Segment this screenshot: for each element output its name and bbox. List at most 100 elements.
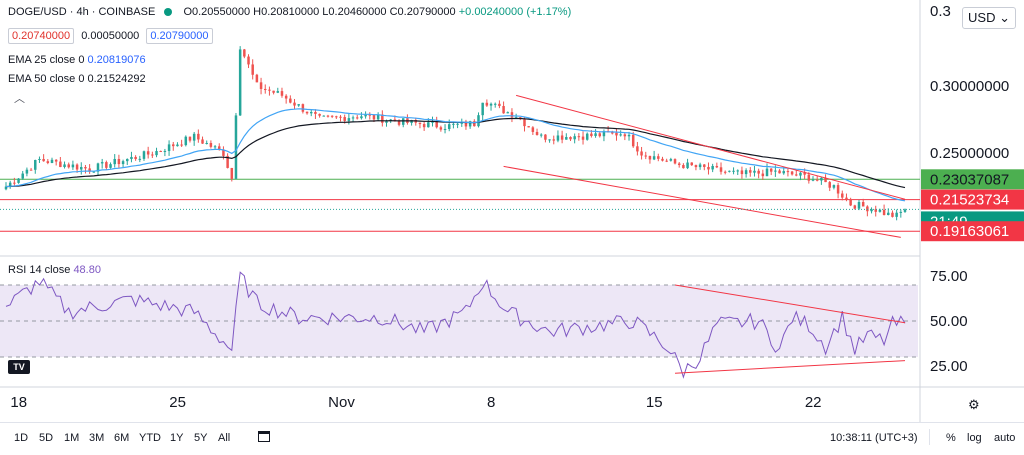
range-5d[interactable]: 5D	[39, 432, 54, 444]
candle-body	[464, 121, 468, 127]
candle-body	[46, 161, 50, 163]
candle-body	[887, 212, 890, 216]
candle-body	[548, 139, 551, 141]
candle-body	[815, 179, 819, 181]
candle-body	[811, 179, 815, 181]
candle-body	[577, 136, 581, 138]
range-1d[interactable]: 1D	[14, 432, 29, 444]
candle-body	[130, 156, 133, 160]
range-all[interactable]: All	[218, 432, 231, 444]
candle-body	[113, 158, 116, 165]
range-3m[interactable]: 3M	[89, 432, 105, 444]
candle-body	[694, 165, 698, 168]
candle-body	[355, 117, 359, 119]
candle-body	[172, 144, 175, 147]
range-5y[interactable]: 5Y	[194, 432, 208, 444]
candle-body	[251, 64, 254, 75]
candle-body	[866, 206, 869, 212]
candle-body	[861, 202, 865, 207]
candle-body	[874, 209, 877, 212]
candle-body	[401, 118, 405, 125]
candle-body	[289, 98, 292, 103]
candle-body	[381, 114, 384, 123]
candle-body	[339, 116, 342, 118]
clock-time[interactable]: 10:38:11 (UTC+3)	[830, 432, 918, 444]
time-tick-label: 8	[487, 394, 495, 411]
time-tick-label: 18	[10, 394, 27, 411]
candle-body	[715, 165, 719, 168]
calendar-icon[interactable]	[258, 431, 270, 442]
candle-body	[439, 127, 443, 130]
candle-body	[698, 164, 702, 168]
collapse-legend-icon[interactable]: ︿	[14, 93, 25, 105]
candle-body	[176, 144, 179, 147]
candle-body	[857, 202, 861, 209]
ask-price[interactable]: 0.20790000	[146, 28, 213, 44]
ema25-legend[interactable]: EMA 25 close 0 0.20819076	[8, 54, 146, 66]
candle-body	[673, 159, 677, 164]
candle-body	[853, 205, 857, 209]
candle-body	[218, 146, 221, 150]
candle-body	[151, 154, 154, 156]
currency-label: USD	[968, 10, 996, 25]
ema25-line	[5, 108, 906, 202]
candle-body	[347, 118, 351, 121]
candle-body	[882, 209, 886, 216]
candle-body	[493, 103, 497, 105]
candle-body	[318, 113, 321, 116]
percent-toggle[interactable]: %	[946, 432, 956, 444]
candle-body	[197, 133, 200, 140]
candle-body	[531, 127, 535, 132]
change-value: +0.00240000 (+1.17%)	[458, 6, 572, 18]
candle-body	[234, 115, 238, 179]
candle-body	[585, 133, 589, 140]
candle-body	[836, 185, 840, 194]
candle-body	[38, 158, 41, 161]
open-value: O0.20550000	[183, 6, 251, 18]
range-1m[interactable]: 1M	[64, 432, 80, 444]
auto-toggle[interactable]: auto	[994, 432, 1016, 444]
candle-body	[456, 123, 459, 125]
candle-body	[389, 119, 392, 121]
candle-body	[661, 158, 664, 161]
range-ytd[interactable]: YTD	[139, 432, 161, 444]
candle-body	[134, 156, 137, 160]
rsi-legend[interactable]: RSI 14 close 48.80	[8, 264, 101, 276]
candle-body	[213, 146, 217, 148]
candle-body	[749, 170, 752, 173]
candle-body	[703, 164, 706, 167]
candle-body	[590, 133, 593, 136]
channel-upper-line	[516, 94, 906, 200]
symbol-header: DOGE/USD · 4h · COINBASE O0.20550000 H0.…	[8, 6, 571, 18]
candle-body	[25, 169, 29, 174]
ema50-line	[5, 117, 906, 189]
candle-body	[736, 170, 739, 172]
candle-body	[795, 174, 798, 176]
candle-body	[481, 102, 484, 116]
ema50-legend[interactable]: EMA 50 close 0 0.21524292	[8, 73, 146, 85]
rsi-tick-label: 25.00	[930, 358, 968, 375]
candle-body	[786, 171, 790, 173]
rsi-tick-label: 75.00	[930, 268, 968, 285]
currency-selector[interactable]: USD ⌄	[962, 7, 1016, 29]
candle-body	[29, 169, 33, 171]
candle-body	[180, 144, 183, 146]
candle-body	[80, 167, 83, 170]
range-1y[interactable]: 1Y	[170, 432, 184, 444]
bid-price[interactable]: 0.20740000	[8, 28, 75, 44]
settings-gear-icon[interactable]: ⚙	[968, 397, 980, 412]
price-badge-label: 0.21523734	[930, 192, 1009, 209]
candle-body	[878, 209, 882, 212]
candle-body	[184, 136, 188, 146]
candle-body	[485, 102, 489, 106]
candle-body	[652, 156, 656, 160]
rsi-label: RSI 14 close	[8, 264, 71, 276]
candle-body	[280, 91, 284, 96]
range-6m[interactable]: 6M	[114, 432, 130, 444]
candle-body	[305, 111, 309, 114]
candle-body	[71, 164, 75, 168]
eye-icon[interactable]	[164, 8, 173, 17]
log-toggle[interactable]: log	[967, 432, 982, 444]
candle-body	[247, 56, 250, 65]
